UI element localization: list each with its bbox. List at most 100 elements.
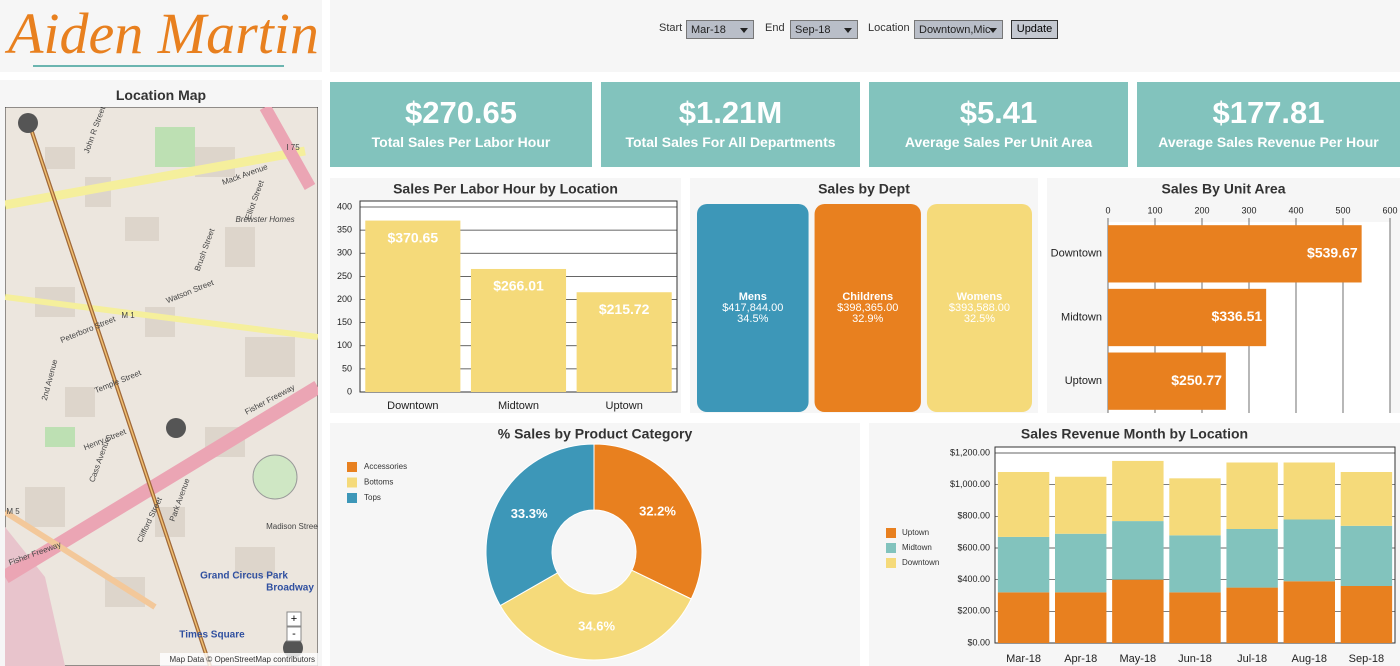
bar-segment	[1283, 462, 1335, 520]
kpi-card: $1.21M Total Sales For All Departments	[601, 82, 860, 167]
bar-segment	[1169, 535, 1221, 593]
bar-segment	[1283, 581, 1335, 643]
x-tick-label: Sep-18	[1349, 653, 1384, 665]
tile-value: $417,844.00	[722, 302, 783, 314]
kpi-label: Total Sales For All Departments	[625, 134, 836, 150]
data-label: $336.51	[1212, 308, 1263, 324]
bar	[470, 268, 567, 392]
tile-value: $398,365.00	[837, 302, 898, 314]
y-tick-label: $1,200.00	[950, 447, 990, 457]
x-tick-label: 0	[1105, 205, 1110, 215]
map-label: I 75	[286, 143, 300, 152]
map-title: Location Map	[115, 87, 207, 103]
y-tick-label: 250	[337, 271, 352, 281]
chart: Sales Revenue Month by Location $0.00 $200…	[869, 423, 1400, 666]
start-select[interactable]: Mar-18	[686, 20, 754, 39]
chart-title: Sales By Unit Area	[1162, 181, 1286, 197]
legend-swatch	[886, 558, 896, 568]
chart: % Sales by Product Category 32.2% Accessor…	[330, 423, 860, 666]
bar	[1108, 352, 1226, 410]
bar-segment	[1226, 529, 1278, 588]
bar-segment	[1169, 592, 1221, 643]
road	[5, 509, 157, 610]
stadium	[252, 454, 298, 500]
x-tick-label: 100	[1147, 205, 1162, 215]
tile-name: Womens	[957, 291, 1003, 303]
bar-segment	[1112, 521, 1164, 580]
map-label: Brewster Homes	[235, 215, 294, 224]
x-tick-label: Jul-18	[1237, 653, 1267, 665]
legend-label: Downtown	[902, 558, 939, 567]
y-tick-label: Uptown	[1065, 375, 1102, 387]
y-tick-label: 350	[337, 225, 352, 235]
pie-slice	[485, 443, 595, 607]
start-label: Start	[659, 22, 683, 34]
data-label: $250.77	[1171, 372, 1222, 388]
y-tick-label: $400.00	[957, 574, 990, 584]
location-marker[interactable]	[18, 113, 38, 133]
kpi-value: $5.41	[959, 95, 1038, 130]
bar-segment	[997, 472, 1050, 537]
zoom-out-button[interactable]	[286, 626, 302, 642]
legend-label: Accessories	[364, 462, 407, 471]
map-label: Grand Circus Park	[200, 571, 288, 582]
data-label: $266.01	[493, 278, 544, 294]
bar-segment	[1055, 592, 1107, 643]
bar-segment	[1112, 460, 1164, 522]
legend-swatch	[886, 543, 896, 553]
map-label: Times Square	[179, 630, 245, 641]
kpi-label: Average Sales Revenue Per Hour	[1158, 134, 1379, 150]
freeway	[259, 107, 316, 190]
zoom-in-label: +	[291, 613, 297, 625]
bar-segment	[1055, 533, 1107, 593]
update-button[interactable]: Update	[1011, 20, 1058, 39]
y-tick-label: $0.00	[967, 637, 990, 647]
tile-name: Childrens	[842, 291, 893, 303]
x-tick-label: 600	[1382, 205, 1397, 215]
map[interactable]: Mack Avenue Fisher Freeway Grand Circus …	[5, 107, 318, 666]
y-tick-label: Midtown	[1061, 311, 1102, 323]
map-label: M 5	[6, 507, 20, 516]
y-tick-label: $200.00	[957, 606, 990, 616]
chart-title: % Sales by Product Category	[498, 426, 693, 442]
tile-percent: 32.5%	[964, 313, 995, 325]
data-label: 34.6%	[578, 618, 615, 633]
location-select[interactable]: Downtown,Mic	[914, 20, 1003, 39]
x-tick-label: Aug-18	[1292, 653, 1327, 665]
chart-title: Sales by Dept	[818, 181, 910, 197]
bar-segment	[997, 592, 1050, 643]
end-select[interactable]: Sep-18	[790, 20, 858, 39]
zoom-out-label: -	[292, 628, 296, 640]
legend-swatch	[347, 462, 357, 472]
data-label: $370.65	[388, 229, 439, 245]
kpi-value: $270.65	[404, 95, 518, 130]
location-label: Location	[868, 22, 910, 34]
y-tick-label: Downtown	[1051, 248, 1102, 260]
bar-segment	[1340, 472, 1393, 526]
chart: Sales Per Labor Hour by Location 0 50 100 15…	[330, 178, 681, 413]
map-label: Broadway	[266, 583, 314, 594]
y-tick-label: $600.00	[957, 542, 990, 552]
bar	[1108, 288, 1267, 347]
bar	[365, 220, 461, 392]
map-label: Madison Street	[266, 522, 318, 531]
x-tick-label: Jun-18	[1178, 653, 1212, 665]
legend-label: Uptown	[902, 528, 929, 537]
legend-label: Bottoms	[364, 478, 393, 487]
x-tick-label: Apr-18	[1064, 653, 1097, 665]
bar-segment	[1055, 476, 1107, 534]
chart: Sales By Unit Area 0 100 200 300 400 500 600 Dow…	[1047, 178, 1400, 413]
y-tick-label: $1,000.00	[950, 479, 990, 489]
y-tick-label: 300	[337, 248, 352, 258]
brand-header: Aiden Martin	[0, 0, 322, 72]
y-tick-label: 0	[347, 386, 352, 396]
tile-percent: 34.5%	[737, 313, 768, 325]
pie-slice	[499, 569, 692, 661]
kpi-value: $177.81	[1212, 95, 1325, 130]
x-tick-label: 400	[1288, 205, 1303, 215]
x-tick-label: Uptown	[606, 400, 643, 412]
location-marker[interactable]	[166, 418, 186, 438]
x-tick-label: May-18	[1120, 653, 1157, 665]
zoom-in-button[interactable]	[286, 611, 302, 627]
